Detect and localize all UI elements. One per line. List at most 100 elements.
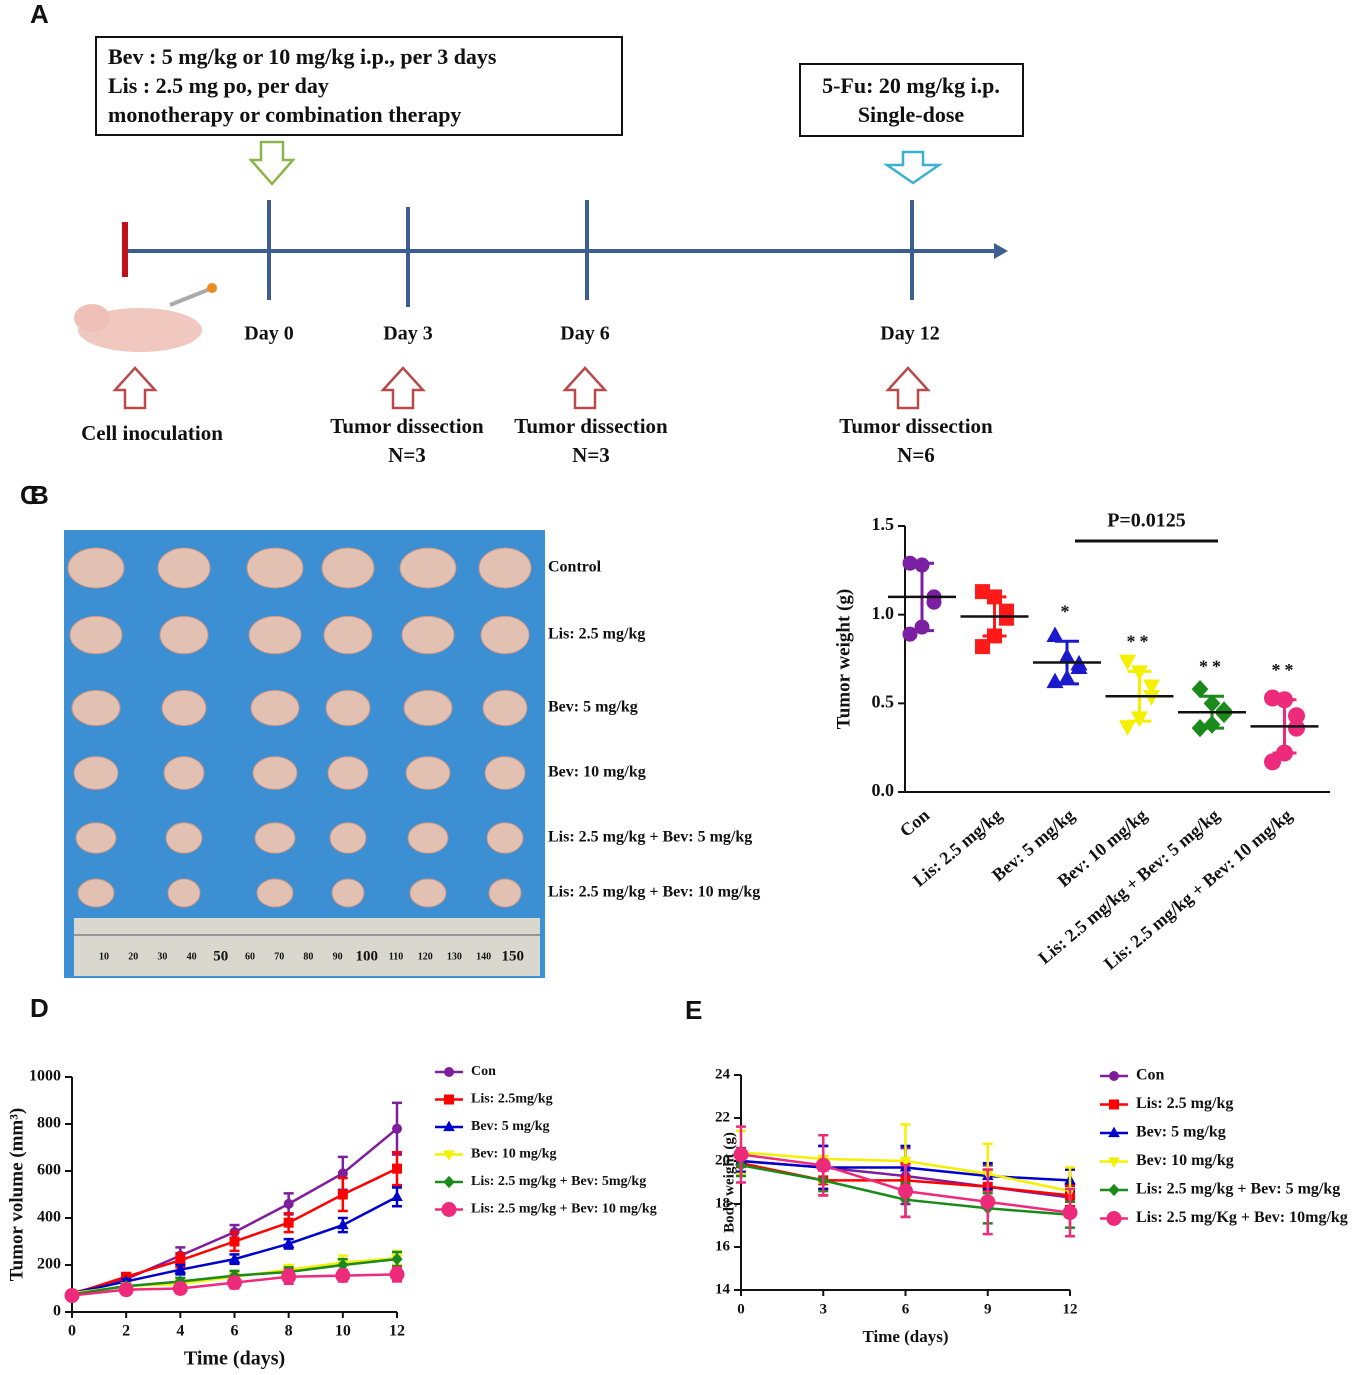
panel-label: A bbox=[30, 0, 49, 29]
x-tick-label: 6 bbox=[902, 1301, 910, 1317]
marker bbox=[999, 610, 1014, 626]
fu-box bbox=[799, 63, 1024, 137]
tumor bbox=[246, 547, 304, 589]
box-text: 5-Fu: 20 mg/kg i.p. bbox=[822, 73, 1000, 98]
tumor bbox=[478, 547, 532, 589]
marker bbox=[733, 1147, 749, 1163]
marker bbox=[392, 1123, 402, 1134]
row-label: Bev: 5 mg/kg bbox=[548, 699, 638, 716]
marker bbox=[1062, 1205, 1078, 1221]
tumor bbox=[250, 689, 300, 727]
y-tick-label: 24 bbox=[715, 1066, 731, 1082]
significance: ** bbox=[1199, 656, 1225, 676]
marker bbox=[443, 1120, 455, 1132]
marker bbox=[1046, 626, 1064, 643]
marker bbox=[391, 1252, 403, 1266]
tumor bbox=[488, 878, 522, 908]
significance: ** bbox=[1127, 632, 1153, 652]
marker bbox=[118, 1282, 134, 1298]
marker bbox=[1264, 753, 1281, 771]
tumor bbox=[321, 547, 375, 589]
event-label: Tumor dissection bbox=[330, 414, 484, 438]
x-tick-label: 12 bbox=[389, 1323, 405, 1340]
ruler-number: 90 bbox=[333, 951, 343, 962]
marker bbox=[1109, 1099, 1119, 1110]
ruler-number: 110 bbox=[389, 951, 403, 962]
tumor bbox=[67, 547, 125, 589]
tumor bbox=[163, 756, 205, 790]
photo-background bbox=[64, 530, 545, 978]
day-label: Day 3 bbox=[383, 323, 432, 345]
y-axis-label: Tumor weight (g) bbox=[833, 589, 854, 729]
marker bbox=[335, 1268, 351, 1284]
row-label: Lis: 2.5 mg/kg bbox=[548, 626, 645, 643]
up-arrow bbox=[885, 366, 931, 410]
marker bbox=[1106, 1211, 1122, 1226]
marker bbox=[228, 1252, 241, 1264]
tumor bbox=[323, 615, 373, 655]
ruler-number: 50 bbox=[213, 948, 228, 964]
marker bbox=[1118, 720, 1137, 736]
event-label: Tumor dissection bbox=[839, 414, 993, 438]
panel-b-photo bbox=[64, 530, 545, 978]
marker bbox=[1108, 1126, 1120, 1138]
y-tick-label: 14 bbox=[715, 1281, 731, 1297]
y-tick-label: 600 bbox=[37, 1162, 61, 1179]
panel-label: B bbox=[30, 480, 49, 510]
ruler-number: 30 bbox=[157, 951, 167, 962]
y-tick-label: 20 bbox=[715, 1152, 730, 1168]
marker bbox=[337, 1189, 348, 1200]
tumor bbox=[157, 547, 211, 589]
panel-label: D bbox=[30, 993, 49, 1023]
x-tick-label: 9 bbox=[984, 1301, 992, 1317]
tumor bbox=[248, 615, 302, 655]
marker bbox=[337, 1168, 348, 1179]
category-label: Con bbox=[896, 805, 933, 841]
marker bbox=[229, 1236, 240, 1247]
series-line bbox=[71, 1127, 398, 1295]
marker bbox=[443, 1175, 455, 1189]
y-tick-label: 0 bbox=[53, 1303, 61, 1320]
tumor bbox=[254, 822, 296, 854]
y-tick-label: 16 bbox=[715, 1238, 731, 1254]
marker bbox=[389, 1266, 405, 1282]
marker bbox=[1288, 719, 1305, 737]
ruler-number: 70 bbox=[274, 951, 284, 962]
marker bbox=[282, 1237, 295, 1248]
x-tick-label: 0 bbox=[737, 1301, 745, 1317]
significance: * bbox=[1061, 601, 1074, 621]
ruler-number: 10 bbox=[99, 951, 109, 962]
x-tick-label: 3 bbox=[820, 1301, 828, 1317]
ruler-number: 60 bbox=[245, 951, 255, 962]
ruler-number: 40 bbox=[187, 951, 197, 962]
marker bbox=[1046, 672, 1064, 689]
tumor bbox=[77, 878, 115, 908]
marker bbox=[174, 1263, 187, 1274]
legend-label: Lis: 2.5 mg/Kg + Bev: 10mg/kg bbox=[1136, 1209, 1348, 1226]
timeline-arrow bbox=[994, 243, 1008, 259]
x-axis-label: Time (days) bbox=[862, 1327, 948, 1346]
tumor bbox=[167, 878, 201, 908]
legend-label: Lis: 2.5 mg/kg + Bev: 10 mg/kg bbox=[471, 1202, 657, 1217]
marker bbox=[1118, 654, 1137, 671]
tumor bbox=[329, 822, 367, 854]
tumor bbox=[480, 615, 530, 655]
x-axis-label: Time (days) bbox=[184, 1348, 285, 1370]
marker bbox=[443, 1150, 455, 1161]
tumor bbox=[407, 822, 449, 854]
tumor bbox=[331, 878, 365, 908]
tumor bbox=[327, 756, 369, 790]
ruler-number: 80 bbox=[303, 951, 313, 962]
significance: ** bbox=[1272, 660, 1298, 680]
tumor bbox=[405, 756, 451, 790]
x-tick-label: 8 bbox=[285, 1323, 293, 1340]
x-tick-label: 12 bbox=[1063, 1301, 1078, 1317]
x-tick-label: 0 bbox=[68, 1323, 76, 1340]
panel-label: C bbox=[20, 480, 39, 510]
y-tick-label: 1.0 bbox=[872, 603, 895, 623]
marker bbox=[227, 1275, 242, 1291]
marker bbox=[392, 1163, 402, 1174]
marker bbox=[980, 1194, 996, 1210]
event-label: N=3 bbox=[572, 443, 610, 467]
syringe-cap bbox=[207, 283, 217, 293]
